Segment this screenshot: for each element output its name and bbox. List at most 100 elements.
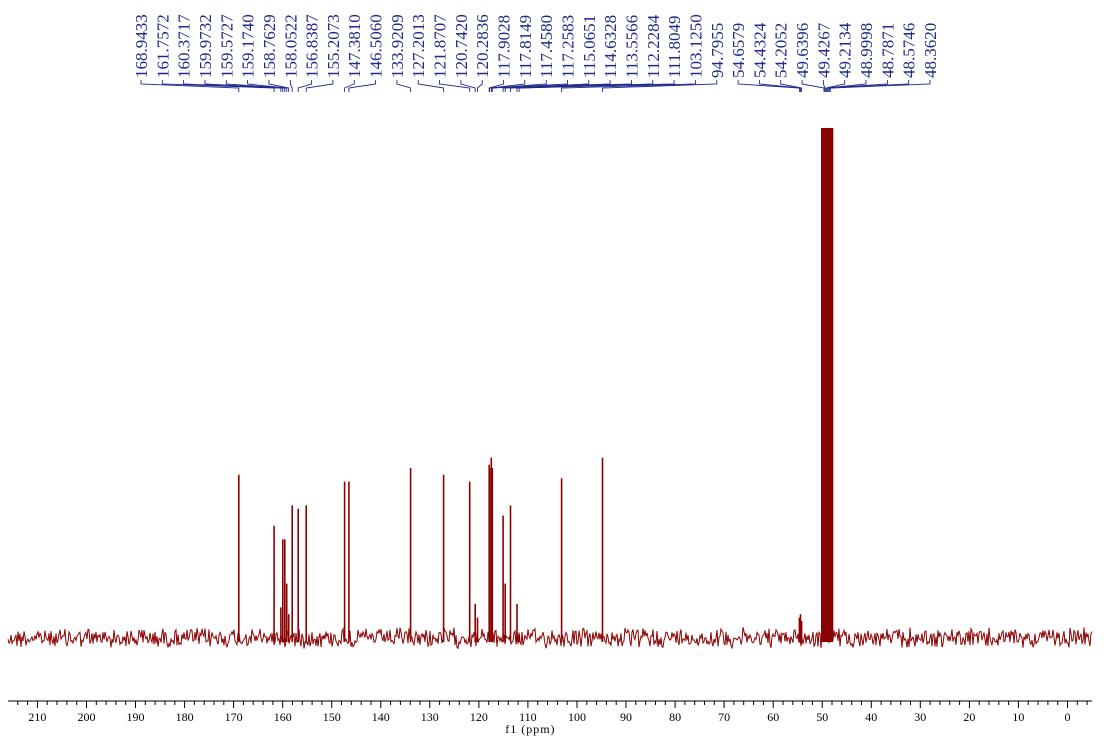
x-tick-label-2: 190 [127,710,145,724]
peak-label-10: 147.3810 [345,14,364,78]
peak-label-37: 48.3620 [921,23,940,78]
peak-connector-37 [829,80,931,92]
peak-label-14: 121.8707 [431,14,450,78]
baseline-noise [7,626,1093,650]
peak-label-8: 156.8387 [303,14,322,78]
peak-connector-12 [396,80,412,92]
peak-connector-30 [780,80,803,92]
x-tick-label-4: 170 [225,710,243,724]
peak-connector-6 [268,80,290,92]
x-tick-label-7: 140 [372,710,390,724]
peak-connector-14 [439,80,471,92]
peak-connector-28 [737,80,800,92]
peak-connector-31 [801,80,825,92]
x-tick-label-20: 10 [1012,710,1024,724]
x-axis-title: f1 (ppm) [505,722,555,736]
peak-connector-27 [602,80,718,92]
peak-connector-20 [491,80,568,92]
peak-connector-15 [460,80,476,92]
x-tick-label-14: 70 [718,710,730,724]
peak-connector-13 [417,80,445,92]
peak-label-16: 120.2836 [473,14,492,78]
peak-label-17: 117.9028 [495,15,514,78]
peak-connector-34 [826,80,867,92]
peak-connector-19 [490,80,547,92]
x-tick-label-1: 200 [78,710,96,724]
peak-label-6: 158.7629 [260,14,279,78]
peak-label-3: 159.9732 [196,14,215,78]
peak-label-27: 94.7955 [708,23,727,78]
peak-label-32: 49.4267 [814,22,833,78]
peak-label-5: 159.1740 [239,14,258,78]
peak-connector-0 [140,80,240,92]
peak-connector-9 [305,80,334,92]
peak-label-30: 54.2052 [772,23,791,78]
x-tick-label-15: 60 [767,710,779,724]
x-tick-label-11: 100 [568,710,586,724]
peak-connector-35 [827,80,888,92]
peak-label-33: 49.2134 [836,22,855,78]
peak-label-0: 168.9433 [132,14,151,78]
peak-label-group: 168.9433 161.7572 160.3717 159.9732 159.5727… [132,14,940,78]
peak-connector-26 [561,80,696,92]
peak-connector-4 [225,80,286,92]
x-tick-label-12: 90 [620,710,632,724]
x-tick-label-17: 40 [865,710,877,724]
peak-label-2: 160.3717 [175,14,194,78]
x-tick-label-18: 30 [914,710,926,724]
x-tick-label-13: 80 [669,710,681,724]
peak-label-21: 115.0651 [580,15,599,78]
x-tick-label-8: 130 [421,710,439,724]
peak-label-23: 113.5566 [623,15,642,78]
peak-connector-18 [489,80,526,92]
baseline-noise-trace [7,626,1093,650]
peak-label-25: 111.8049 [665,16,684,79]
spectrum-peaks [238,128,834,642]
peak-connector-16 [477,80,483,92]
peak-label-11: 146.5060 [367,14,386,78]
peak-connector-25 [518,80,675,92]
peak-label-26: 103.1250 [686,14,705,78]
x-tick-label-0: 210 [28,710,46,724]
peak-label-31: 49.6396 [793,23,812,78]
peak-label-29: 54.4324 [750,22,769,78]
peak-connector-5 [247,80,288,92]
x-tick-label-3: 180 [176,710,194,724]
x-tick-label-6: 150 [323,710,341,724]
peak-label-34: 48.9998 [857,23,876,78]
peak-connector-2 [183,80,282,92]
peak-label-19: 117.4580 [537,15,556,78]
peak-connector-3 [204,80,284,92]
x-axis: 210 200 190 180 170 160 150 140 130 120 110 100 90 80… [8,700,1092,724]
x-tick-label-19: 20 [963,710,975,724]
peak-label-35: 48.7871 [878,23,897,78]
peak-connector-1 [161,80,275,92]
peak-connector-10 [344,80,355,92]
peak-connector-8 [297,80,313,92]
peak-connector-32 [822,80,826,92]
peak-label-24: 112.2284 [644,14,663,78]
x-tick-label-10: 110 [519,710,537,724]
peak-connector-11 [348,80,377,92]
peak-label-15: 120.7420 [452,14,471,78]
peak-connector-7 [289,80,293,92]
x-tick-label-21: 0 [1065,710,1071,724]
peak-label-7: 158.0522 [281,14,300,78]
peak-label-36: 48.5746 [900,23,919,78]
peak-label-28: 54.6579 [729,23,748,78]
peak-label-20: 117.2583 [559,15,578,78]
peak-label-4: 159.5727 [217,14,236,78]
peak-label-9: 155.2073 [324,14,343,78]
peak-label-18: 117.8149 [516,15,535,78]
peak-connector-33 [825,80,846,92]
peak-label-13: 127.2013 [409,14,428,78]
x-tick-label-9: 120 [470,710,488,724]
x-tick-label-16: 50 [816,710,828,724]
peak-label-22: 114.6328 [601,15,620,78]
peak-label-12: 133.9209 [388,14,407,78]
peak-connector-29 [758,80,801,92]
peak-label-1: 161.7572 [153,14,172,78]
x-tick-label-5: 160 [274,710,292,724]
peak-label-connectors [140,80,931,92]
